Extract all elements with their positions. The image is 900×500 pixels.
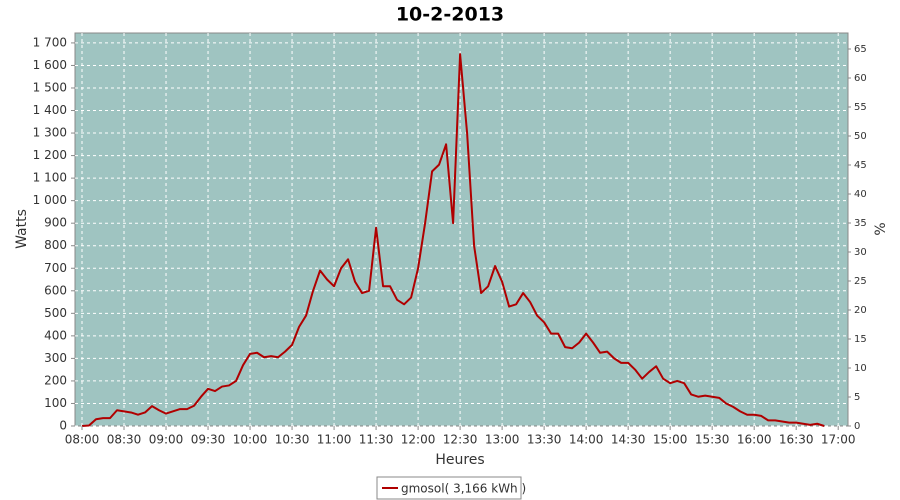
y2-tick-label: 30 (854, 247, 867, 258)
legend-box (376, 476, 522, 500)
y-tick-label: 1 200 (33, 148, 67, 162)
data-line (81, 53, 825, 427)
y2-tick-label: 35 (854, 218, 867, 229)
x-tick-label: 09:00 (149, 433, 184, 447)
x-tick-label: 09:30 (191, 433, 226, 447)
y-tick-label: 800 (44, 238, 67, 252)
y-tick-label: 1 400 (33, 103, 67, 117)
y2-axis-title: % (873, 222, 889, 235)
x-tick-label: 14:00 (569, 433, 604, 447)
y-tick-label: 900 (44, 216, 67, 230)
legend-label: gmosol( 3,166 kWh ) (401, 482, 526, 496)
y2-tick-label: 5 (854, 392, 860, 403)
x-tick-label: 12:30 (443, 433, 478, 447)
y2-tick-label: 10 (854, 363, 867, 374)
x-tick-label: 16:00 (737, 433, 772, 447)
y2-tick-label: 60 (854, 73, 867, 84)
chart-title: 10-2-2013 (396, 4, 504, 26)
y-tick-label: 1 000 (33, 193, 67, 207)
y-tick-label: 1 600 (33, 58, 67, 72)
y-tick-label: 1 300 (33, 126, 67, 140)
y-tick-label: 1 500 (33, 80, 67, 94)
x-tick-label: 11:00 (317, 433, 352, 447)
y-tick-label: 500 (44, 306, 67, 320)
plot-area (74, 32, 849, 427)
x-tick-label: 13:30 (527, 433, 562, 447)
y-tick-label: 0 (59, 419, 67, 433)
x-tick-label: 13:00 (485, 433, 520, 447)
y2-tick-label: 45 (854, 160, 867, 171)
x-tick-label: 12:00 (401, 433, 436, 447)
y2-tick-label: 0 (854, 421, 860, 432)
y2-tick-label: 55 (854, 102, 867, 113)
y2-tick-label: 25 (854, 276, 867, 287)
legend: gmosol( 3,166 kWh ) (376, 476, 526, 500)
y2-tick-label: 40 (854, 189, 867, 200)
y-axis-title: Watts (14, 209, 30, 249)
x-tick-label: 15:30 (695, 433, 730, 447)
x-tick-label: 10:00 (233, 433, 268, 447)
y-tick-label: 1 100 (33, 171, 67, 185)
y2-tick-label: 50 (854, 131, 867, 142)
y-tick-label: 100 (44, 396, 67, 410)
grid (75, 33, 848, 427)
y2-tick-label: 65 (854, 44, 867, 55)
x-tick-label: 11:30 (359, 433, 394, 447)
y-tick-label: 400 (44, 328, 67, 342)
x-tick-label: 14:30 (611, 433, 646, 447)
y2-tick-label: 15 (854, 334, 867, 345)
x-tick-label: 15:00 (653, 433, 688, 447)
y-tick-label: 700 (44, 261, 67, 275)
x-tick-label: 17:00 (821, 433, 856, 447)
y-tick-label: 200 (44, 373, 67, 387)
y-tick-label: 600 (44, 283, 67, 297)
x-tick-label: 16:30 (779, 433, 814, 447)
y-tick-label: 1 700 (33, 35, 67, 49)
x-tick-label: 08:00 (65, 433, 100, 447)
x-axis-title: Heures (435, 452, 484, 468)
y-tick-label: 300 (44, 351, 67, 365)
x-tick-label: 08:30 (107, 433, 142, 447)
x-tick-label: 10:30 (275, 433, 310, 447)
marks (81, 53, 825, 427)
y2-tick-label: 20 (854, 305, 867, 316)
